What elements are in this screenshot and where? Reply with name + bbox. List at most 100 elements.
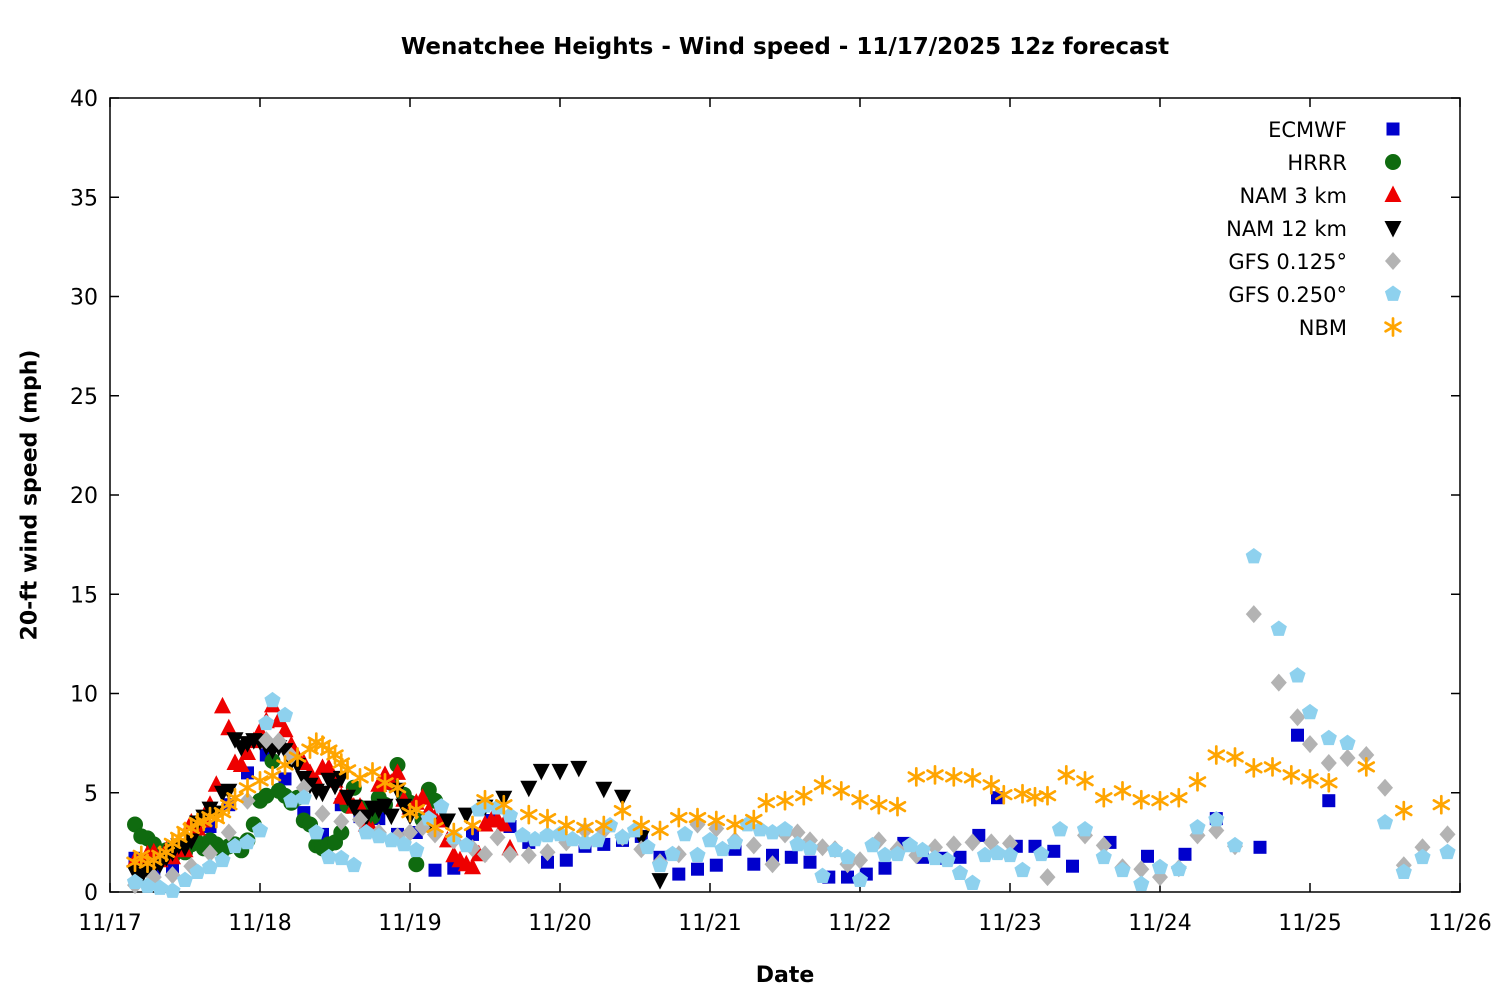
x-tick-label: 11/21 [678,911,741,936]
data-point-nbm [557,815,576,836]
data-point-nam-12-km [457,807,475,825]
data-point-gfs-0-250 [358,824,375,840]
data-point-gfs-0-250 [258,714,275,731]
data-point-nbm [832,780,851,801]
data-point-nam-3-km [270,710,288,728]
data-point-gfs-0-125 [1439,825,1456,844]
data-point-nbm [1226,747,1244,767]
data-point-gfs-0-250 [239,833,256,850]
legend-marker-nbm [1384,317,1402,337]
data-point-nbm [888,796,907,817]
data-point-gfs-0-125 [502,845,518,864]
legend-label-gfs-0-125: GFS 0.125° [1228,250,1347,274]
data-point-gfs-0-125 [964,833,981,852]
data-point-nbm [1320,772,1338,793]
data-point-nbm [1057,765,1076,785]
data-point-gfs-0-250 [1095,848,1112,865]
data-point-gfs-0-250 [576,833,594,850]
data-point-gfs-0-125 [1377,778,1393,797]
x-tick-label: 11/24 [1128,911,1191,936]
y-tick-label: 20 [70,484,98,509]
data-point-nam-12-km [551,763,569,781]
x-tick-label: 11/22 [828,911,891,936]
data-point-nam-12-km [395,798,413,816]
data-point-gfs-0-250 [539,826,556,843]
data-point-gfs-0-250 [1001,846,1019,863]
data-point-gfs-0-125 [1133,860,1150,879]
data-point-gfs-0-125 [539,843,556,862]
data-point-nbm [632,815,651,836]
data-point-nbm [1076,770,1094,791]
data-point-nbm [707,810,726,831]
data-point-nbm [595,815,613,836]
legend-item-gfs-0-250: GFS 0.250° [1228,283,1402,307]
data-point-ecmwf [1141,849,1154,863]
data-point-nbm [757,792,776,813]
legend-marker-hrrr [1385,154,1401,170]
legend-item-nam-3-km: NAM 3 km [1239,184,1402,208]
data-point-nam-3-km [464,857,481,875]
data-point-hrrr [127,816,143,833]
y-axis-label: 20-ft wind speed (mph) [17,349,43,641]
data-point-gfs-0-250 [526,830,544,847]
data-point-gfs-0-125 [270,732,287,751]
data-point-gfs-0-125 [477,845,493,864]
data-point-gfs-0-250 [308,824,325,840]
data-point-gfs-0-125 [1270,673,1287,692]
data-point-gfs-0-125 [745,836,762,855]
data-point-nam-3-km [232,755,250,772]
data-point-nbm [476,789,494,810]
data-point-gfs-0-250 [776,821,794,837]
data-point-gfs-0-125 [352,810,368,829]
data-point-ecmwf [1253,840,1267,854]
data-point-gfs-0-125 [1302,735,1318,754]
legend-label-ecmwf: ECMWF [1268,118,1347,142]
data-point-gfs-0-125 [258,731,275,750]
data-point-gfs-0-250 [876,846,894,863]
data-point-nbm [907,767,926,787]
data-point-gfs-0-125 [1245,605,1262,624]
data-point-nam-12-km [339,789,356,807]
data-point-nam-12-km [382,808,400,826]
data-point-gfs-0-250 [251,822,269,838]
data-point-gfs-0-125 [239,791,256,810]
data-point-gfs-0-250 [639,838,656,855]
legend: ECMWF HRRR NAM 3 km NAM 12 km GFS 0.125° GFS … [1226,118,1402,340]
data-point-gfs-0-250 [295,789,312,805]
data-point-ecmwf [1047,844,1061,858]
data-point-nam-12-km [614,789,631,807]
data-point-ecmwf [1066,859,1079,873]
data-point-gfs-0-250 [551,825,569,842]
data-point-gfs-0-250 [951,864,969,880]
data-point-gfs-0-250 [614,828,631,845]
data-point-gfs-0-250 [851,871,869,887]
x-tick-label: 11/26 [1428,911,1491,936]
legend-label-nbm: NBM [1299,316,1347,340]
data-point-nam-3-km [320,758,338,775]
chart-title: Wenatchee Heights - Wind speed - 11/17/2… [400,34,1170,60]
legend-marker-ecmwf [1386,122,1400,136]
data-point-nbm [426,817,444,838]
data-point-gfs-0-250 [1051,821,1069,837]
data-point-nbm [463,815,482,836]
data-point-ecmwf [691,862,704,876]
data-point-gfs-0-250 [864,836,881,853]
y-tick-label: 30 [70,286,98,311]
data-point-gfs-0-125 [283,747,300,765]
data-point-gfs-0-250 [651,856,669,873]
data-point-nbm [495,794,513,815]
data-point-nbm [870,794,888,815]
data-point-gfs-0-250 [601,817,619,833]
data-point-gfs-0-250 [826,841,844,858]
data-point-gfs-0-125 [333,812,350,831]
data-point-nbm [995,784,1013,805]
data-point-nam-12-km [220,783,238,801]
x-tick-label: 11/18 [228,911,291,936]
data-point-nbm [1188,771,1207,792]
data-point-nbm [1170,787,1188,808]
data-point-nam-3-km [389,763,406,780]
data-point-gfs-0-125 [945,835,962,854]
series-gfs-0-250 [126,548,1456,898]
